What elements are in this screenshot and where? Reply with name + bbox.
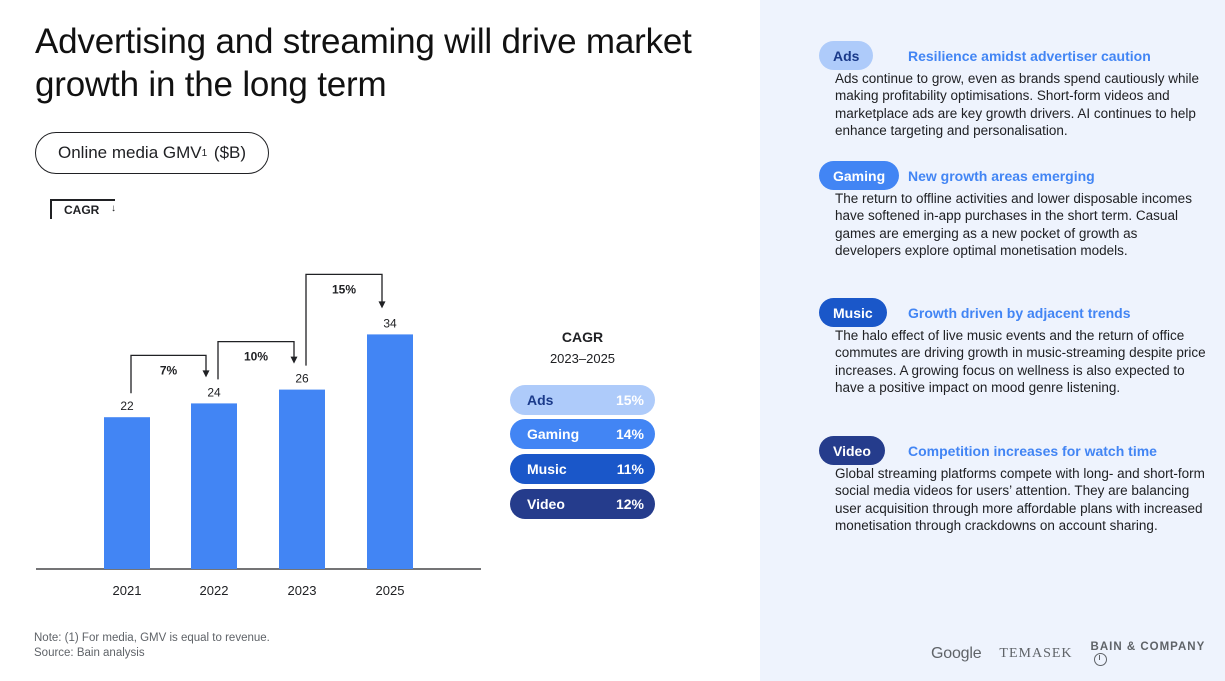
segment-tag: Gaming	[819, 161, 900, 190]
cagr-tag-bracket	[50, 199, 52, 219]
growth-label: 10%	[244, 350, 268, 364]
segment-heading: Resilience amidst advertiser caution	[908, 48, 1151, 64]
segment-heading: Growth driven by adjacent trends	[908, 305, 1131, 321]
x-tick-label: 2021	[113, 583, 142, 598]
segment-tag: Music	[819, 298, 887, 327]
bar-2025	[367, 334, 413, 569]
segment-body: Global streaming platforms compete with …	[835, 466, 1205, 534]
segment-cagr-name: Music	[527, 461, 567, 477]
segment-heading: Competition increases for watch time	[908, 443, 1157, 459]
segment-cagr-name: Gaming	[527, 426, 580, 442]
footnote: Note: (1) For media, GMV is equal to rev…	[34, 631, 270, 661]
cagr-tag: CAGR ↓	[50, 197, 116, 219]
segment-heading: New growth areas emerging	[908, 168, 1095, 184]
segment-body: Ads continue to grow, even as brands spe…	[835, 71, 1199, 139]
segment-cagr-value: 11%	[616, 461, 644, 477]
commentary-panel: Ads Resilience amidst advertiser caution…	[760, 0, 1225, 681]
google-logo: Google	[931, 645, 982, 662]
bar-2022	[191, 403, 237, 569]
bar-2023	[279, 389, 325, 569]
segment-cagr-name: Ads	[527, 392, 554, 408]
partner-logos: Google TEMASEK BAIN & COMPANY	[931, 641, 1221, 667]
segment-cagr-ads: Ads 15%	[510, 385, 655, 415]
bar-value-label: 24	[207, 385, 221, 399]
segment-tag: Video	[819, 436, 885, 465]
temasek-logo: TEMASEK	[999, 646, 1073, 661]
footnote-source: Source: Bain analysis	[34, 647, 145, 659]
chart-panel: Advertising and streaming will drive mar…	[34, 22, 692, 661]
cagr-tag-label: CAGR	[64, 203, 100, 217]
segment-cagr-music: Music 11%	[510, 454, 655, 484]
segment-cagr-period: 2023–2025	[549, 351, 616, 366]
x-tick-label: 2022	[200, 583, 229, 598]
metric-label: Online media GMV	[58, 143, 202, 162]
segment-body: The return to offline activities and low…	[835, 191, 1192, 259]
growth-bracket	[305, 273, 383, 366]
segment-cagr-video: Video 12%	[510, 489, 655, 519]
bar-value-label: 22	[120, 399, 134, 413]
segment-cagr-value: 15%	[615, 392, 644, 408]
bar-value-label: 34	[383, 316, 397, 330]
arrow-down-icon	[378, 301, 386, 309]
segment-cagr-value: 14%	[615, 426, 644, 442]
growth-label: 15%	[332, 282, 356, 296]
x-tick-label: 2023	[288, 583, 317, 598]
segment-cagr-gaming: Gaming 14%	[510, 419, 655, 449]
segment-body: The halo effect of live music events and…	[835, 328, 1206, 396]
metric-footnote-marker: 1	[201, 147, 208, 159]
x-tick-label: 2025	[376, 583, 405, 598]
arrow-down-icon: ↓	[111, 203, 116, 214]
metric-pill: Online media GMV 1 ($B)	[35, 132, 270, 174]
cagr-tag-line	[50, 199, 115, 201]
metric-unit: ($B)	[213, 143, 247, 162]
bain-logo: BAIN & COMPANY	[1091, 641, 1221, 667]
bar-2021	[104, 417, 150, 569]
segment-tag: Ads	[819, 41, 874, 70]
arrow-down-icon	[290, 356, 298, 364]
footnote-note: Note: (1) For media, GMV is equal to rev…	[34, 632, 270, 644]
bain-logo-mark	[1093, 653, 1107, 666]
segment-cagr-heading: CAGR	[561, 329, 604, 345]
bain-logo-text: BAIN & COMPANY	[1090, 641, 1206, 653]
growth-label: 7%	[160, 363, 178, 377]
bar-chart: 22 2021 24 2022 26 2023 34 2025 7% 10% 15%	[36, 273, 481, 598]
growth-bracket	[217, 340, 295, 380]
bar-value-label: 26	[295, 372, 309, 386]
segment-cagr-value: 12%	[615, 496, 644, 512]
growth-bracket	[130, 354, 207, 394]
page-title: Advertising and streaming will drive mar…	[35, 22, 692, 104]
segment-cagr-name: Video	[527, 496, 565, 512]
arrow-down-icon	[202, 370, 210, 378]
